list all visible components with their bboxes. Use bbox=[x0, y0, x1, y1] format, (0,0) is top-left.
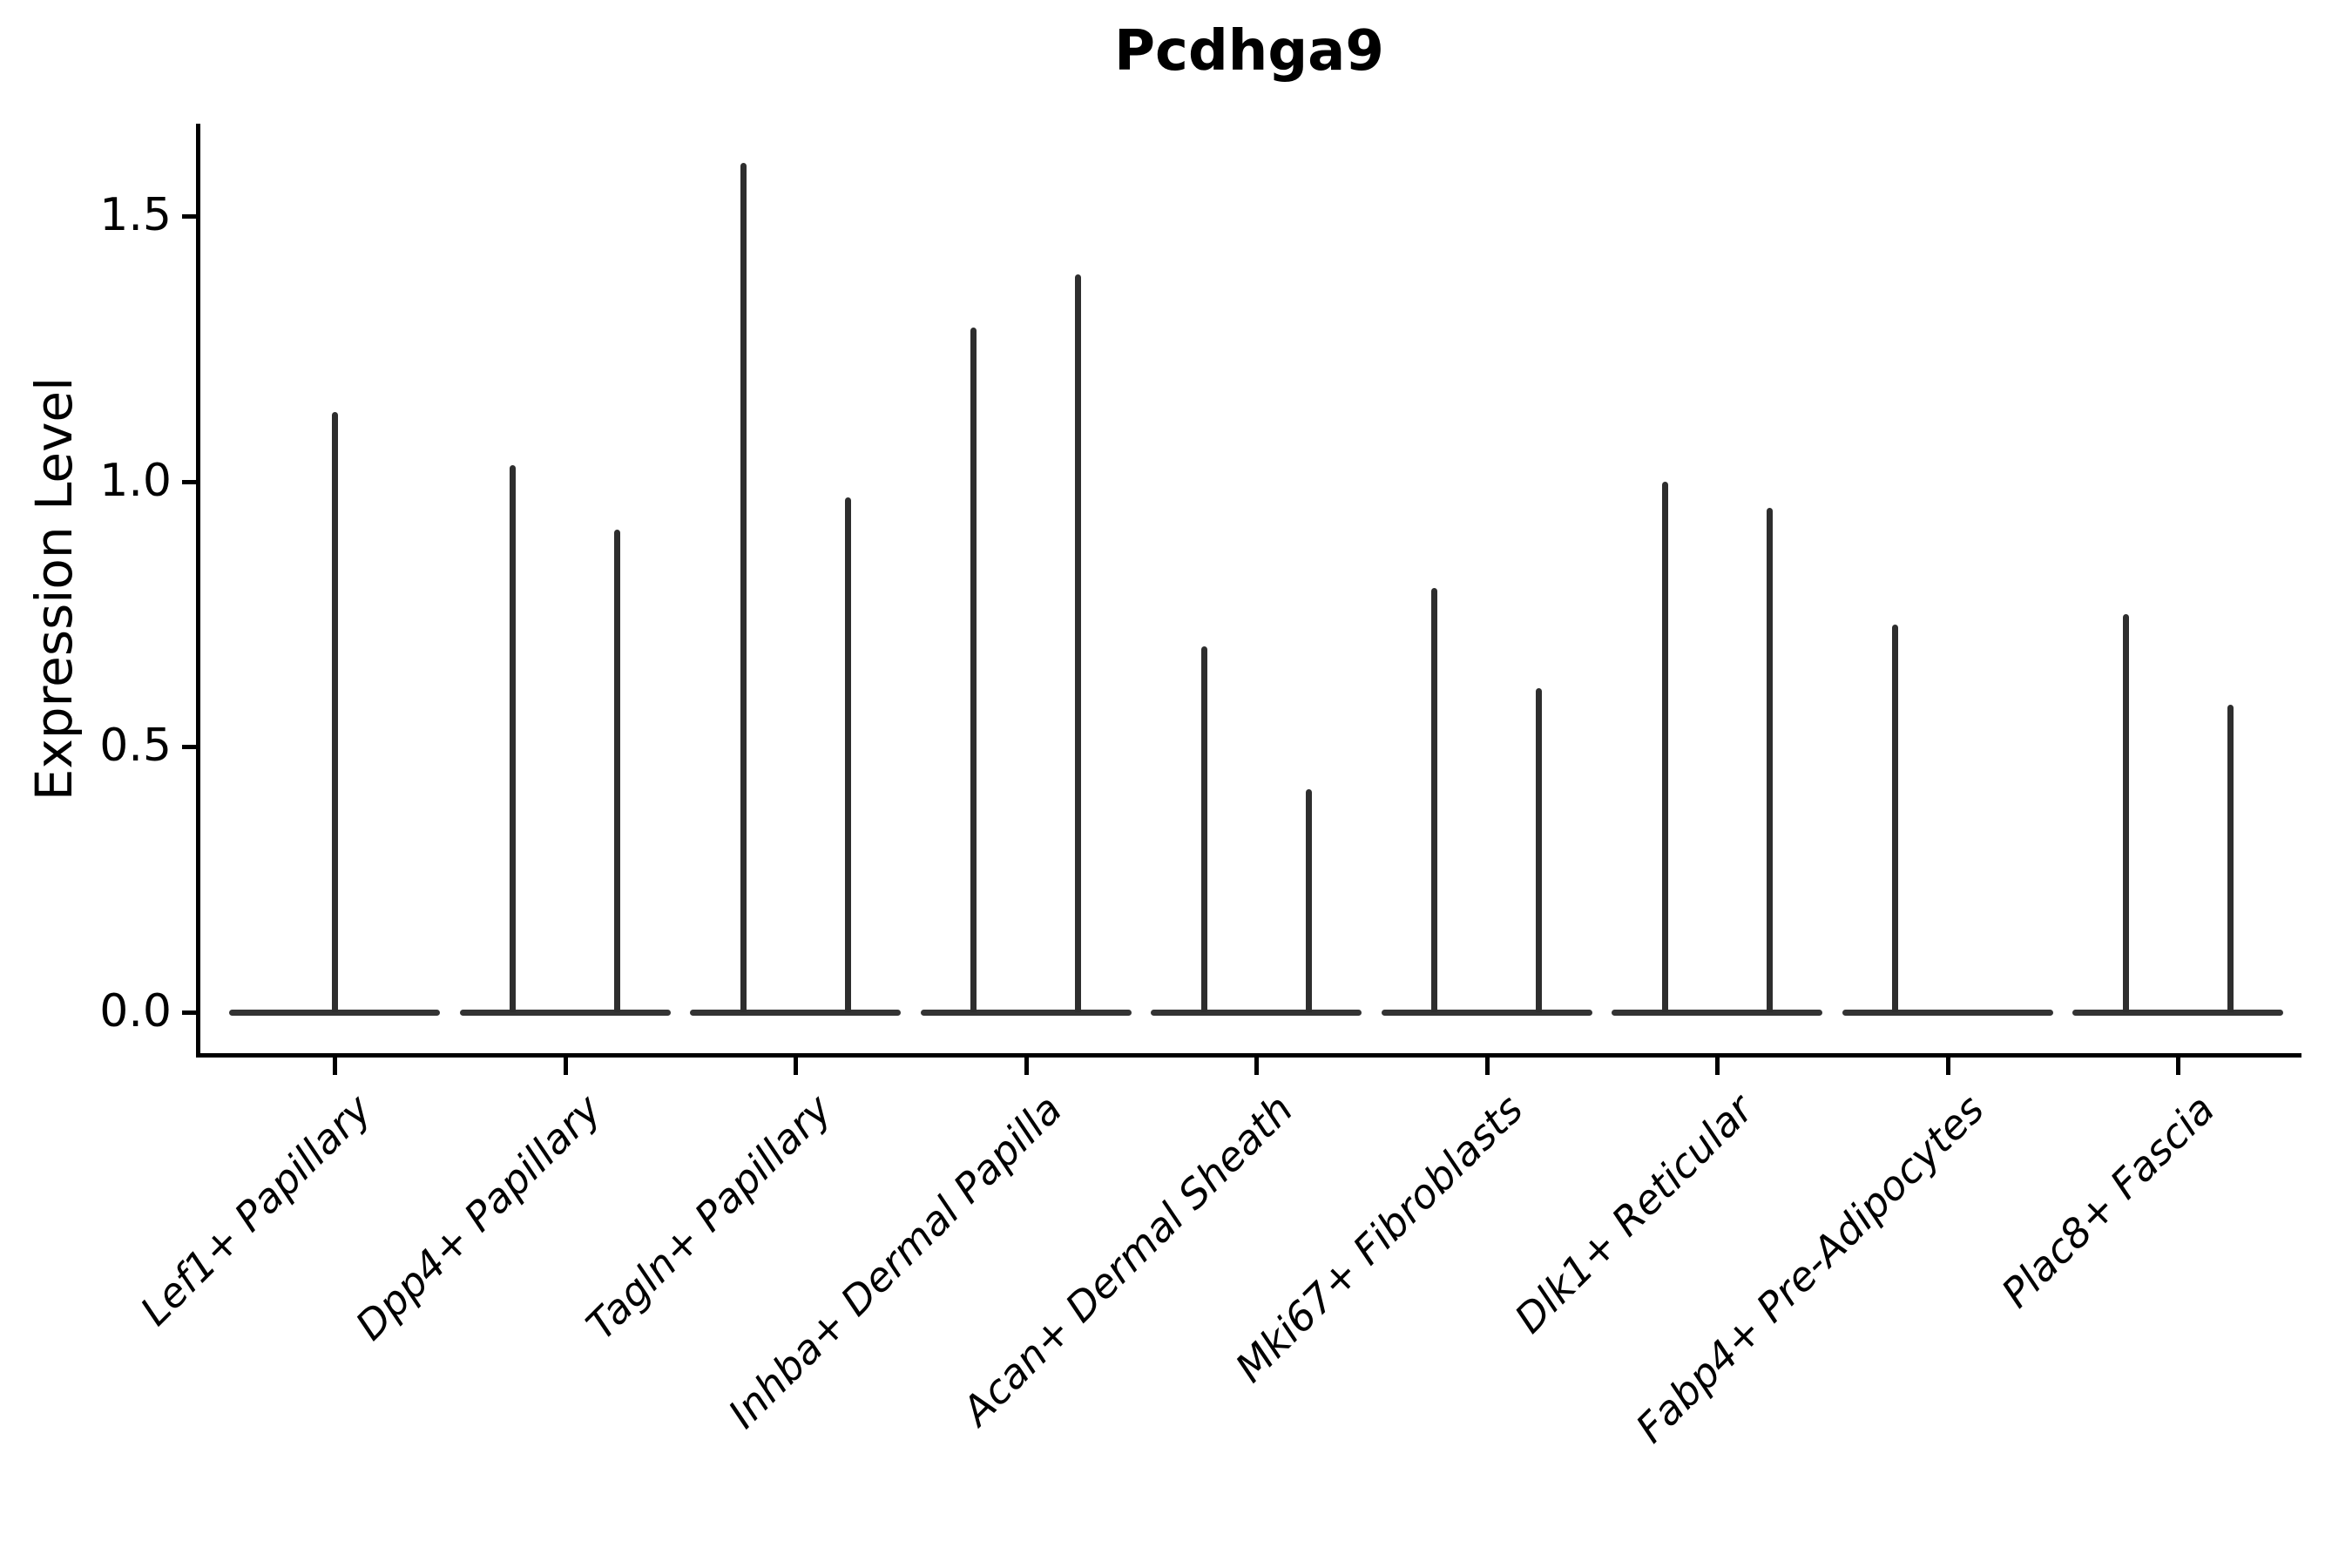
x-tick bbox=[563, 1058, 568, 1075]
violin-baseline bbox=[1381, 1010, 1592, 1016]
x-tick-label: Tagln+ Papillary bbox=[577, 1085, 841, 1349]
x-tick bbox=[2176, 1058, 2180, 1075]
violin-baseline bbox=[229, 1010, 440, 1016]
x-tick bbox=[1945, 1058, 1950, 1075]
violin-spike bbox=[740, 163, 747, 1012]
chart-title: Pcdhga9 bbox=[1114, 19, 1384, 84]
x-tick-label: Dpp4+ Papillary bbox=[347, 1085, 611, 1349]
y-tick bbox=[182, 745, 198, 750]
violin-spike bbox=[1536, 688, 1542, 1012]
violin-spike bbox=[1892, 625, 1898, 1012]
violin-spike bbox=[2227, 704, 2234, 1012]
violin-baseline bbox=[1151, 1010, 1362, 1016]
violin-spike bbox=[1075, 274, 1081, 1012]
x-tick bbox=[1715, 1058, 1720, 1075]
violin-baseline bbox=[920, 1010, 1132, 1016]
y-tick bbox=[182, 214, 198, 219]
x-tick-label: Dlk1+ Reticular bbox=[1505, 1085, 1763, 1342]
violin-spike bbox=[1766, 508, 1773, 1012]
violin-spike bbox=[331, 412, 338, 1012]
x-tick bbox=[1484, 1058, 1490, 1075]
y-tick bbox=[182, 1010, 198, 1015]
violin-spike bbox=[1431, 587, 1437, 1012]
y-axis-label: Expression Level bbox=[24, 376, 84, 801]
y-tick-label: 1.5 bbox=[99, 188, 172, 241]
x-axis-spine bbox=[196, 1053, 2301, 1058]
violin-baseline bbox=[1842, 1010, 2053, 1016]
violin-baseline bbox=[2072, 1010, 2283, 1016]
x-tick bbox=[1254, 1058, 1259, 1075]
violin-baseline bbox=[459, 1010, 671, 1016]
x-tick-label: Lef1+ Papillary bbox=[131, 1085, 381, 1335]
violin-baseline bbox=[1612, 1010, 1822, 1016]
violin-spike bbox=[970, 327, 977, 1012]
y-tick-label: 0.0 bbox=[99, 984, 172, 1037]
y-tick-label: 0.5 bbox=[99, 720, 172, 773]
violin-spike bbox=[1200, 645, 1207, 1012]
x-tick-label: Plac8+ Fascia bbox=[1991, 1085, 2224, 1317]
y-tick bbox=[182, 479, 198, 484]
violin-spike bbox=[614, 529, 620, 1012]
violin-spike bbox=[844, 497, 851, 1012]
violin-spike bbox=[1661, 481, 1668, 1012]
violin-spike bbox=[2122, 614, 2129, 1012]
x-tick bbox=[333, 1058, 337, 1075]
violin-baseline bbox=[690, 1010, 901, 1016]
x-tick bbox=[1024, 1058, 1029, 1075]
y-tick-label: 1.0 bbox=[99, 454, 172, 507]
y-axis-spine bbox=[196, 124, 200, 1058]
x-tick bbox=[794, 1058, 798, 1075]
violin-spike bbox=[1305, 789, 1312, 1012]
violin-spike bbox=[510, 465, 516, 1012]
